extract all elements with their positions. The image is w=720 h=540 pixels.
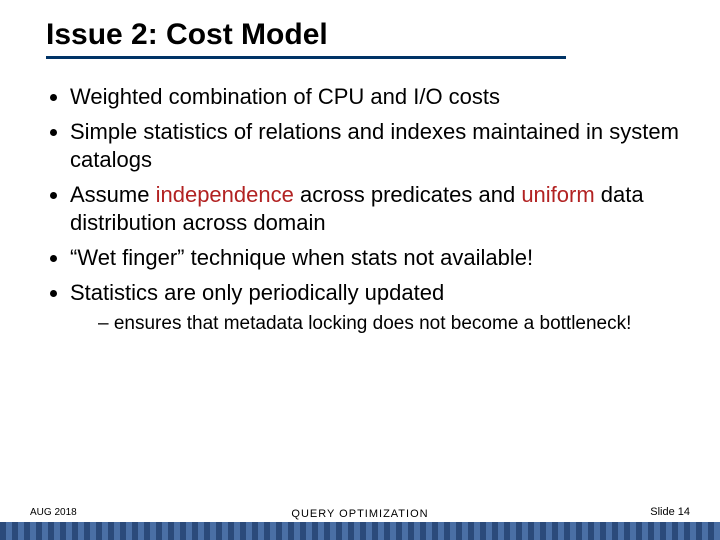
title-underline (46, 56, 566, 59)
bullet-item: Simple statistics of relations and index… (70, 118, 692, 175)
highlight-text: uniform (521, 182, 594, 207)
footer-title: QUERY OPTIMIZATION (0, 508, 720, 520)
bullet-list: Weighted combination of CPU and I/O cost… (28, 83, 692, 337)
sub-bullet-item: ensures that metadata locking does not b… (98, 311, 692, 337)
footer-slide-number: Slide 14 (650, 506, 690, 518)
slide-footer: AUG 2018 QUERY OPTIMIZATION Slide 14 (0, 506, 720, 540)
footer-band (0, 522, 720, 540)
bullet-text: Statistics are only periodically updated (70, 280, 444, 305)
bullet-item: Statistics are only periodically updated… (70, 279, 692, 337)
slide: Issue 2: Cost Model Weighted combination… (0, 0, 720, 540)
bullet-text: Assume (70, 182, 156, 207)
bullet-item: Assume independence across predicates an… (70, 181, 692, 238)
sub-bullet-list: ensures that metadata locking does not b… (70, 311, 692, 337)
highlight-text: independence (156, 182, 294, 207)
bullet-text: across predicates and (294, 182, 521, 207)
bullet-item: “Wet finger” technique when stats not av… (70, 244, 692, 273)
bullet-item: Weighted combination of CPU and I/O cost… (70, 83, 692, 112)
slide-title: Issue 2: Cost Model (46, 18, 692, 52)
